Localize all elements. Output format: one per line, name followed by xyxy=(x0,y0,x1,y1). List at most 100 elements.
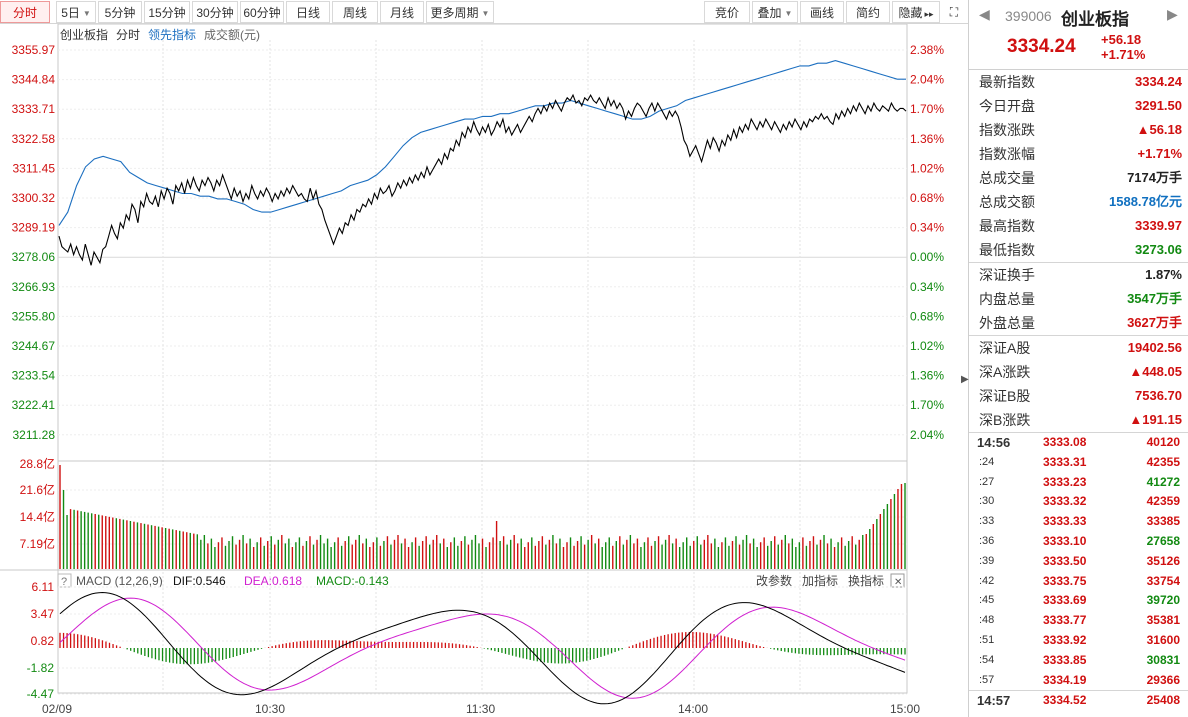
stat-row: 总成交额 1588.78亿元 xyxy=(969,190,1188,214)
macd-dea: DEA:0.618 xyxy=(244,574,302,588)
dropdown-caret-icon: ▼ xyxy=(82,8,91,18)
tool-button-2[interactable]: 画线 xyxy=(800,1,844,23)
tick-volume: 29366 xyxy=(1146,672,1180,687)
tick-volume: 31600 xyxy=(1146,632,1180,647)
period-tab-label: 周线 xyxy=(342,6,367,20)
time-axis-label: 02/09 xyxy=(42,702,72,716)
stat-label: 指数涨幅 xyxy=(979,146,1035,162)
tick-time: :33 xyxy=(979,515,995,528)
stat-row: 深证换手 1.87% xyxy=(969,263,1188,287)
stat-label: 外盘总量 xyxy=(979,315,1035,331)
quote-panel: ▶ ◀ 399006 创业板指 ▶ 3334.24 +56.18 +1.71% … xyxy=(961,0,1188,717)
macd-tick-label: 3.47 xyxy=(31,607,55,621)
tool-button-1[interactable]: 叠加 ▼ xyxy=(752,1,798,23)
tick-price: 3333.85 xyxy=(1043,652,1087,667)
macd-button-2: 换指标 xyxy=(848,573,884,588)
help-icon[interactable] xyxy=(57,573,72,588)
time-axis-label: 11:30 xyxy=(466,702,495,716)
stat-value: 3273.06 xyxy=(1135,242,1182,257)
macd-button-0: 改参数 xyxy=(756,573,792,588)
stat-label: 深A涨跌 xyxy=(979,364,1031,380)
tick-price: 3333.23 xyxy=(1043,474,1087,489)
prev-symbol-icon[interactable]: ◀ xyxy=(979,6,990,22)
tick-time: :27 xyxy=(979,475,995,488)
price-tick-label: 3300.32 xyxy=(12,191,56,205)
legend-volume: 成交额(元) xyxy=(204,27,260,42)
stat-value: 1588.78亿元 xyxy=(1109,194,1182,209)
stat-value: 3291.50 xyxy=(1135,98,1182,113)
tick-time: :54 xyxy=(979,653,995,666)
tick-volume: 30831 xyxy=(1146,652,1180,667)
period-tab-0[interactable]: 分时 xyxy=(0,1,50,23)
stat-row: 深A涨跌 ▲448.05 xyxy=(969,360,1188,384)
quote-header: ◀ 399006 创业板指 ▶ 3334.24 +56.18 +1.71% xyxy=(969,0,1188,70)
tick-row: :39 3333.50 35126 xyxy=(969,552,1188,572)
tick-volume: 42359 xyxy=(1146,494,1180,509)
tick-price: 3333.10 xyxy=(1043,533,1087,548)
tick-volume: 25408 xyxy=(1146,693,1180,708)
price-tick-label: 3233.54 xyxy=(12,369,56,383)
legend-mode: 分时 xyxy=(116,28,140,42)
price-change: +56.18 +1.71% xyxy=(1101,32,1145,62)
stat-row: 深证B股 7536.70 xyxy=(969,384,1188,408)
period-tab-1[interactable]: 5日 ▼ xyxy=(56,1,96,23)
period-tab-2[interactable]: 5分钟 xyxy=(98,1,142,23)
close-icon[interactable] xyxy=(890,573,905,588)
tick-row: :27 3333.23 41272 xyxy=(969,473,1188,493)
price-line xyxy=(58,93,907,266)
period-tab-6[interactable]: 日线 xyxy=(286,1,330,23)
macd-tick-label: 0.82 xyxy=(31,634,55,648)
period-tab-9[interactable]: 更多周期 ▼ xyxy=(426,1,494,23)
tool-button-0[interactable]: 竞价 xyxy=(704,1,750,23)
tool-button-3[interactable]: 简约 xyxy=(846,1,890,23)
period-tab-5[interactable]: 60分钟 xyxy=(240,1,284,23)
tool-button-label: 竞价 xyxy=(714,6,739,20)
index-stats: 最新指数 3334.24 今日开盘 3291.50 指数涨跌 ▲56.18 指数涨幅 +1.7… xyxy=(969,70,1188,262)
tick-price: 3333.31 xyxy=(1043,454,1087,469)
legend-name: 创业板指 xyxy=(60,27,108,42)
tick-row: 14:56 3333.08 40120 xyxy=(969,433,1188,453)
tick-volume: 35381 xyxy=(1146,613,1180,628)
intraday-chart[interactable]: 3355.97 2.38% 3344.84 2.04% 3333.71 1.70% 3322… xyxy=(0,24,968,717)
tick-row: :24 3333.31 42355 xyxy=(969,453,1188,473)
stat-value: 3627万手 xyxy=(1127,315,1182,330)
period-tab-4[interactable]: 30分钟 xyxy=(192,1,238,23)
stat-row: 内盘总量 3547万手 xyxy=(969,287,1188,311)
pct-tick-label: 0.68% xyxy=(910,309,944,323)
tick-list[interactable]: 14:56 3333.08 40120:24 3333.31 42355:27 3333.… xyxy=(969,432,1188,710)
change-percent: +1.71% xyxy=(1101,47,1146,62)
legend-lead: 领先指标 xyxy=(148,27,196,42)
pct-tick-label: 1.70% xyxy=(910,398,944,412)
period-tab-label: 月线 xyxy=(389,6,414,20)
next-symbol-icon[interactable]: ▶ xyxy=(1167,6,1178,22)
tool-button-4[interactable]: 隐藏 ▸▸ xyxy=(892,1,940,23)
stat-value: 1.87% xyxy=(1145,267,1182,282)
stat-label: 深证换手 xyxy=(979,267,1035,283)
tick-row: :30 3333.32 42359 xyxy=(969,492,1188,512)
tick-time: :39 xyxy=(979,554,995,567)
stat-label: 最低指数 xyxy=(979,242,1035,258)
stat-value: 7536.70 xyxy=(1135,388,1182,403)
period-tab-3[interactable]: 15分钟 xyxy=(144,1,190,23)
stat-label: 深证A股 xyxy=(979,340,1031,356)
macd-dif: DIF:0.546 xyxy=(173,574,226,588)
period-tab-8[interactable]: 月线 xyxy=(380,1,424,23)
price-tick-label: 3211.28 xyxy=(13,428,56,442)
tick-row: :51 3333.92 31600 xyxy=(969,631,1188,651)
help-icon-glyph: ? xyxy=(61,576,67,588)
stat-row: 外盘总量 3627万手 xyxy=(969,311,1188,335)
tick-volume: 33385 xyxy=(1146,514,1180,529)
macd-button-1: 加指标 xyxy=(802,573,838,588)
dif-line xyxy=(59,591,906,705)
period-tab-7[interactable]: 周线 xyxy=(332,1,378,23)
panel-collapse-icon[interactable]: ▶ xyxy=(961,374,969,385)
tick-time: :24 xyxy=(979,455,995,468)
tick-time: :36 xyxy=(979,534,995,547)
pct-tick-label: 2.04% xyxy=(910,428,944,442)
volume-tick-label: 7.19亿 xyxy=(20,536,55,551)
period-tab-label: 15分钟 xyxy=(148,6,186,20)
tick-volume: 41272 xyxy=(1146,474,1180,489)
fullscreen-icon[interactable]: ⛶ xyxy=(942,1,966,23)
tick-time: :42 xyxy=(979,574,995,587)
pct-tick-label: 0.34% xyxy=(910,280,944,294)
